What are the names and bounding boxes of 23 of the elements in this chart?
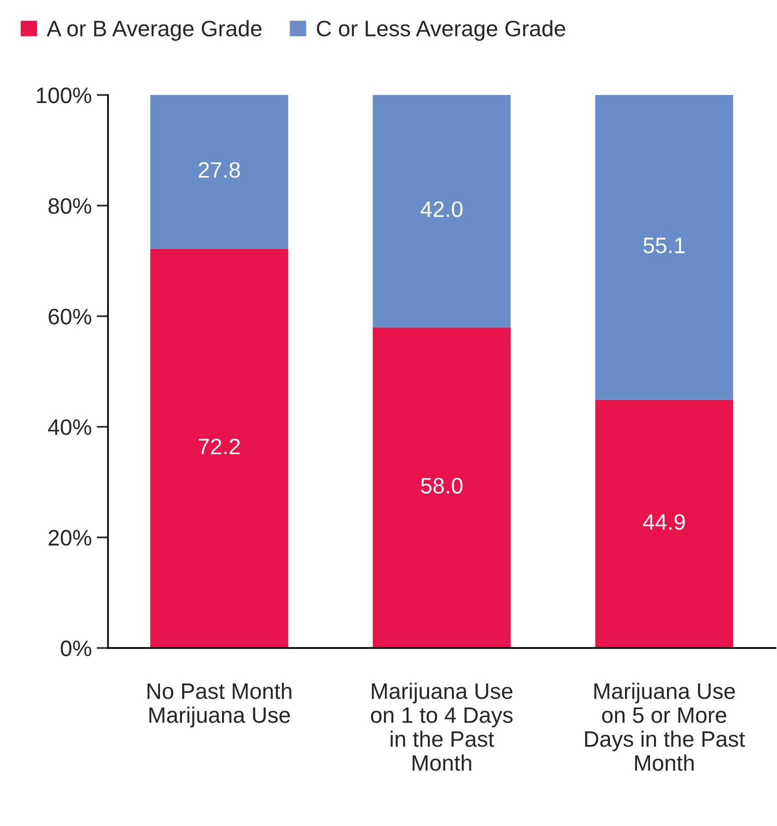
bar	[372, 327, 511, 648]
text: 27.8	[198, 162, 240, 178]
bar	[372, 94, 511, 328]
text: 44.9	[643, 514, 685, 530]
text: 58.0	[420, 478, 462, 494]
bar	[595, 94, 734, 400]
text: 72.2	[198, 438, 240, 454]
x-tick-label: Marijuana Use on 1 to 4 Days in the Past Month	[371, 682, 513, 771]
legend-label: A or B Average Grade	[46, 20, 262, 41]
bar	[595, 400, 734, 648]
y-tick-label: 40%	[48, 419, 92, 436]
bar	[150, 248, 288, 648]
y-tick-label: 80%	[48, 198, 92, 214]
bar	[150, 94, 288, 249]
x-tick-label: Marijuana Use on 5 or More Days in the Past Month	[585, 682, 745, 771]
y-tick-label: 0%	[60, 640, 92, 656]
y-tick-label: 60%	[48, 308, 92, 324]
y-tick-label: 20%	[48, 530, 92, 546]
legend-label: C or Less Average Grade	[316, 20, 566, 41]
y-tick-label: 100%	[36, 88, 92, 104]
text: 42.0	[420, 201, 462, 218]
text: 55.1	[643, 238, 685, 254]
x-tick-label: No Past Month Marijuana Use	[148, 682, 292, 728]
